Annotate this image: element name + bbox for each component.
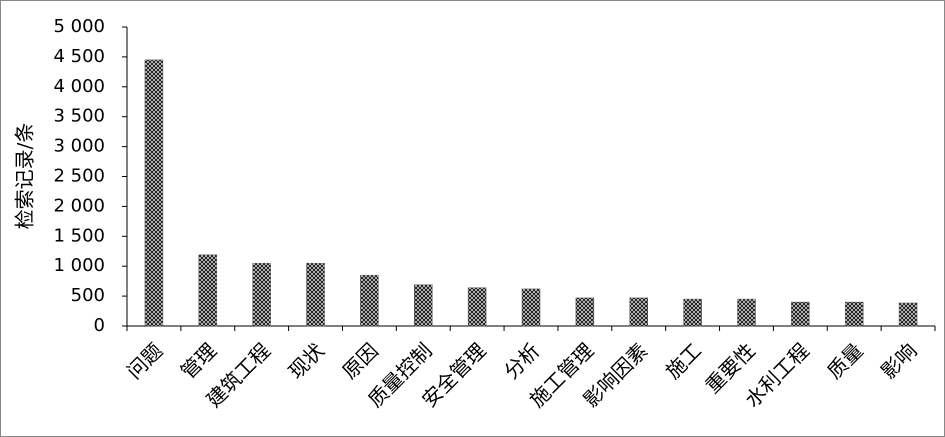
x-tick-label: 管理 [176, 338, 221, 383]
x-tick-label: 原因 [338, 338, 383, 383]
bar [898, 302, 918, 327]
bar [306, 262, 325, 327]
bar [467, 287, 487, 327]
bar [844, 301, 864, 327]
y-tick-label: 3 500 [53, 106, 105, 127]
x-tick-label: 质量 [822, 338, 867, 383]
x-tick-label: 分析 [499, 338, 544, 383]
bar [683, 298, 702, 327]
y-axis-label: 检索记录/条 [13, 123, 37, 230]
y-tick-label: 2 500 [53, 166, 105, 187]
bar [521, 288, 541, 327]
x-tick-label: 施工 [661, 338, 706, 383]
y-tick-label: 0 [94, 315, 105, 336]
bar [144, 59, 164, 327]
y-tick-label: 5 000 [53, 16, 105, 37]
y-tick-label: 1 000 [53, 255, 105, 276]
bar [575, 297, 595, 327]
bar [198, 254, 218, 327]
y-tick-label: 2 000 [53, 195, 105, 216]
x-tick-label: 问题 [122, 338, 167, 383]
bar [737, 298, 756, 327]
y-tick-label: 3 000 [53, 136, 105, 157]
y-tick-label: 4 000 [53, 76, 105, 97]
x-tick-label: 影响 [876, 338, 921, 383]
bar [791, 301, 810, 327]
bar [629, 297, 648, 327]
x-tick-label: 现状 [284, 338, 329, 383]
y-tick-label: 1 500 [53, 225, 105, 246]
bar [360, 274, 379, 327]
y-tick-label: 500 [71, 285, 105, 306]
bar [252, 262, 271, 327]
bar [414, 284, 433, 327]
y-tick-label: 4 500 [53, 46, 105, 67]
